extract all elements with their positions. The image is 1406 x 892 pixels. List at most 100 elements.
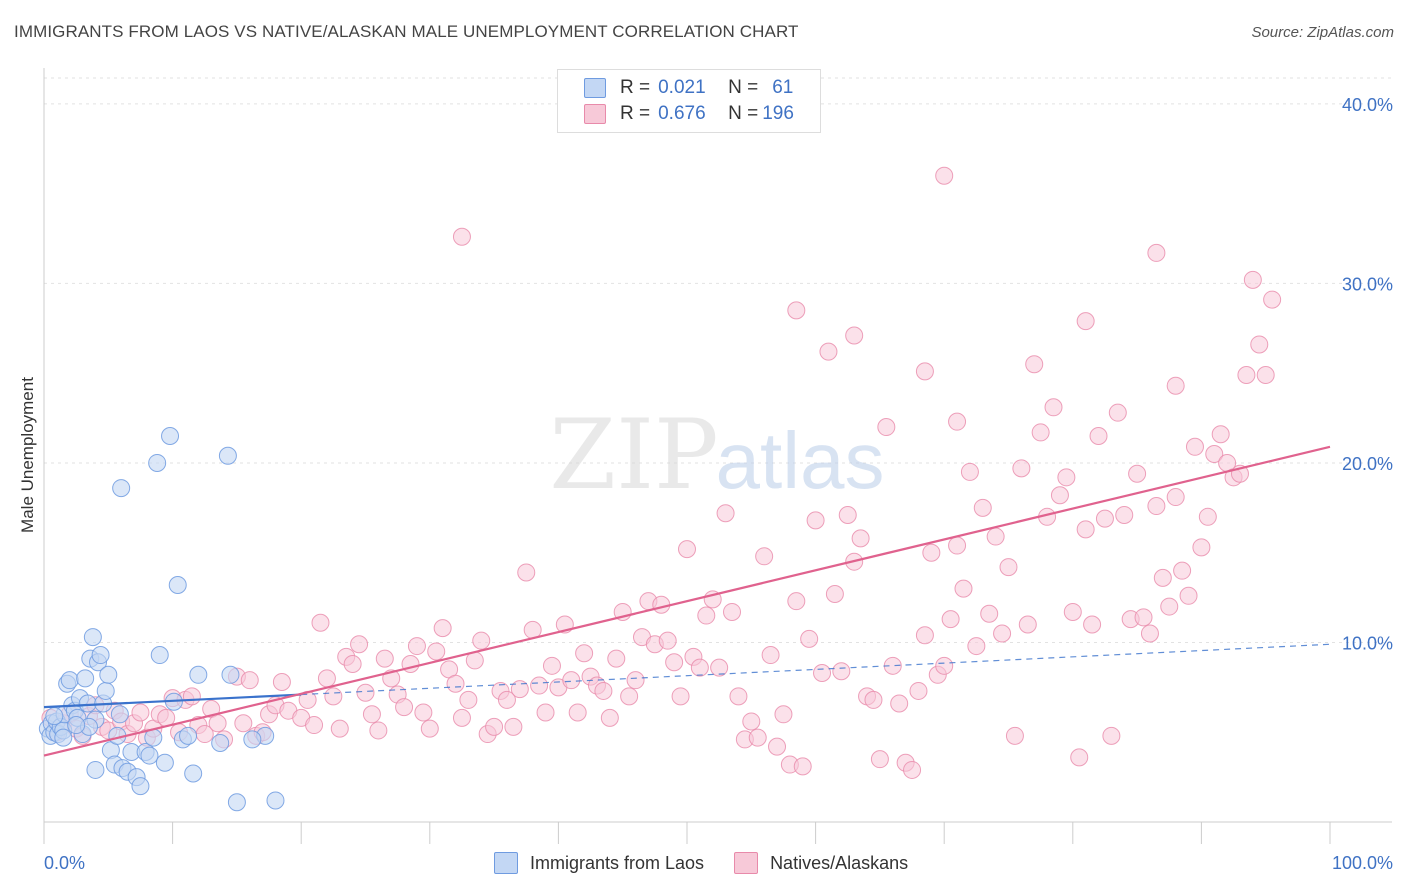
laos-point [45, 707, 64, 726]
legend-item-natives[interactable]: Natives/Alaskans [734, 852, 908, 874]
trend-lines [43, 445, 1331, 757]
laos-point [168, 576, 187, 595]
native-point [1205, 444, 1224, 463]
native-point [903, 760, 922, 779]
native-point [1160, 597, 1179, 616]
x-tick-label: 0.0% [44, 853, 85, 873]
native-point [825, 585, 844, 604]
native-point [1179, 586, 1198, 605]
native-point [1083, 615, 1102, 634]
native-point [806, 511, 825, 530]
native-point [665, 653, 684, 672]
native-point [690, 658, 709, 677]
laos-point [60, 671, 79, 690]
native-point [562, 671, 581, 690]
native-point [1018, 615, 1037, 634]
y-tick-label: 40.0% [1342, 95, 1393, 115]
laos-point [227, 793, 246, 812]
native-point [742, 712, 761, 731]
laos-point [78, 694, 97, 713]
laos-point [155, 753, 174, 772]
native-point [716, 504, 735, 523]
native-point [851, 529, 870, 548]
native-point [568, 703, 587, 722]
native-point [954, 579, 973, 598]
y-tick-label: 30.0% [1342, 274, 1393, 294]
native-point [948, 412, 967, 431]
laos-point [131, 777, 150, 796]
native-point [832, 662, 851, 681]
trend-line-laos [43, 693, 302, 709]
laos-point [221, 665, 240, 684]
legend-row-natives: R = 0.676 N = 196 [584, 102, 794, 126]
laos-point [243, 730, 262, 749]
native-point [838, 506, 857, 525]
native-point [1076, 520, 1095, 539]
legend-n-label: N = [728, 77, 759, 98]
laos-point [99, 665, 118, 684]
native-point [1012, 459, 1031, 478]
native-point [729, 687, 748, 706]
legend-n-value: 196 [762, 103, 794, 124]
laos-point [184, 764, 203, 783]
legend-label-laos: Immigrants from Laos [530, 852, 705, 873]
native-point [787, 301, 806, 320]
native-point [1153, 568, 1172, 587]
native-point [877, 418, 896, 437]
correlation-legend: R = 0.021 N = 61 R = 0.676 N = 196 [557, 69, 821, 133]
laos-point [67, 716, 86, 735]
native-point [594, 681, 613, 700]
native-point [941, 610, 960, 629]
native-point [935, 656, 954, 675]
native-point [375, 649, 394, 668]
native-point [915, 362, 934, 381]
legend-swatch-natives [584, 104, 606, 124]
native-point [993, 624, 1012, 643]
trend-line-natives [43, 445, 1331, 757]
native-point [793, 757, 812, 776]
laos-point [266, 791, 285, 810]
native-point [427, 642, 446, 661]
native-point [1185, 437, 1204, 456]
native-point [1134, 608, 1153, 627]
y-axis-label: Male Unemployment [18, 377, 37, 533]
native-point [819, 342, 838, 361]
native-point [472, 631, 491, 650]
native-point [504, 717, 523, 736]
native-point [723, 602, 742, 621]
legend-item-laos[interactable]: Immigrants from Laos [494, 852, 704, 874]
native-point [710, 658, 729, 677]
native-point [1192, 538, 1211, 557]
laos-point [189, 665, 208, 684]
x-tick-label: 100.0% [1332, 853, 1393, 873]
native-point [414, 703, 433, 722]
native-point [1063, 602, 1082, 621]
grid-lines [44, 77, 1392, 643]
native-point [1050, 486, 1069, 505]
native-point [658, 631, 677, 650]
native-point [800, 629, 819, 648]
native-point [890, 694, 909, 713]
native-point [1166, 488, 1185, 507]
native-point [356, 683, 375, 702]
native-point [1031, 423, 1050, 442]
native-point [1140, 624, 1159, 643]
native-point [343, 655, 362, 674]
native-point [452, 708, 471, 727]
native-point [652, 595, 671, 614]
native-point [330, 719, 349, 738]
native-point [678, 540, 696, 559]
native-point [620, 687, 639, 706]
native-point [980, 604, 999, 623]
x-tick-labels: 0.0% 100.0% [44, 853, 1393, 873]
laos-point [83, 628, 102, 647]
native-point [575, 644, 594, 663]
native-point [1166, 376, 1185, 395]
legend-row-laos: R = 0.021 N = 61 [584, 76, 793, 100]
native-point [774, 705, 793, 724]
legend-n-label: N = [728, 103, 759, 124]
legend-r-value: 0.676 [658, 103, 706, 124]
native-point [452, 227, 471, 246]
native-point [935, 166, 954, 185]
